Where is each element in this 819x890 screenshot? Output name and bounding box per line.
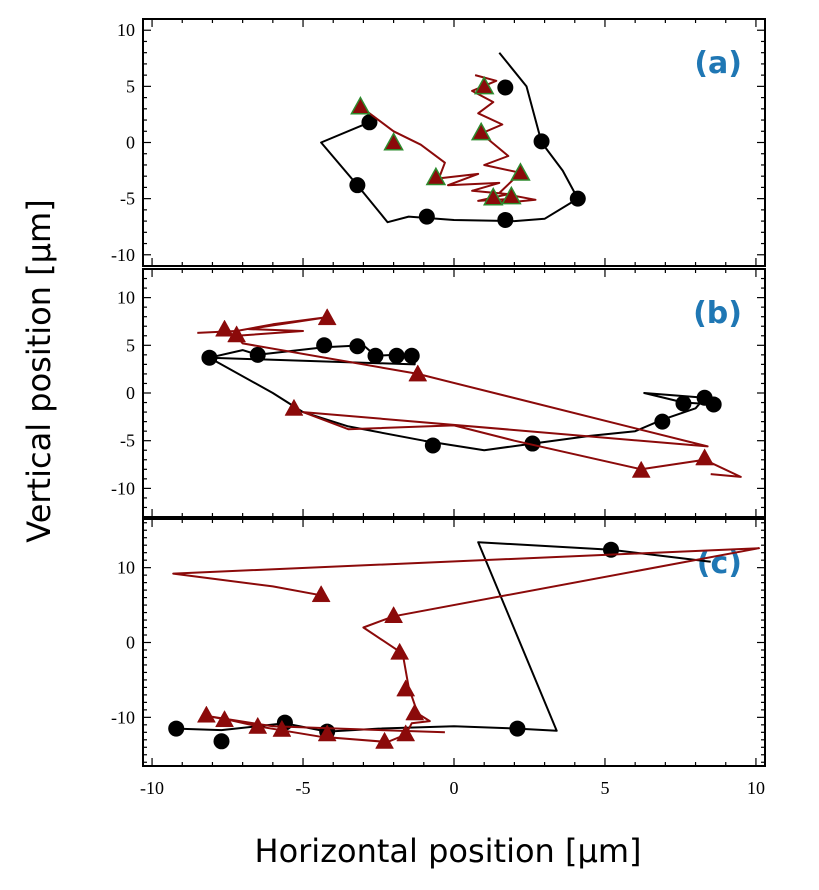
data-point-red xyxy=(473,75,495,95)
panel-label: (b) xyxy=(693,296,742,331)
data-point-red xyxy=(390,642,410,660)
data-point-red xyxy=(284,398,304,416)
data-point-black xyxy=(349,338,366,355)
data-point-black xyxy=(569,190,586,207)
y-tick-label: -10 xyxy=(111,245,135,265)
y-tick-label: -10 xyxy=(111,478,135,498)
data-point-red xyxy=(396,724,416,742)
data-point-red xyxy=(405,703,425,721)
y-tick-label: 5 xyxy=(126,76,135,96)
data-point-red xyxy=(215,319,234,337)
data-point-black xyxy=(388,347,405,364)
x-tick-label: -5 xyxy=(296,778,311,798)
x-tick-label: 0 xyxy=(450,778,459,798)
x-tick-label: 10 xyxy=(747,778,765,798)
y-tick-label: 10 xyxy=(117,20,135,40)
y-tick-label: -5 xyxy=(120,431,135,451)
x-tick-label: 5 xyxy=(600,778,609,798)
data-point-black xyxy=(361,114,378,131)
data-point-black xyxy=(497,79,514,96)
data-point-black xyxy=(316,337,333,354)
data-point-black xyxy=(213,733,230,750)
data-point-black xyxy=(201,349,218,366)
data-point-black xyxy=(675,395,692,412)
series-line-red xyxy=(359,74,537,206)
y-tick-label: -5 xyxy=(120,189,135,209)
x-axis-title: Horizontal position [µm] xyxy=(255,832,642,870)
data-point-red xyxy=(375,731,394,749)
data-point-black xyxy=(424,437,441,454)
data-point-red xyxy=(215,710,234,728)
data-point-red xyxy=(384,606,404,624)
data-point-red xyxy=(350,96,371,115)
data-point-red xyxy=(196,705,216,723)
data-point-red xyxy=(311,585,331,603)
data-point-black xyxy=(654,413,671,430)
data-point-red xyxy=(248,716,268,734)
data-point-black xyxy=(168,720,185,737)
y-tick-label: 0 xyxy=(126,383,135,403)
data-point-red xyxy=(396,679,416,697)
panel-0: 10 5 0 -5 -10 (a) xyxy=(111,18,766,267)
data-point-red xyxy=(383,131,404,151)
panel-1: 10 5 0 -5 -10 (b) xyxy=(111,268,766,518)
y-tick-label: -10 xyxy=(111,707,135,727)
data-point-red xyxy=(510,162,531,181)
data-point-black xyxy=(696,389,713,406)
data-point-black xyxy=(349,177,366,194)
panel-frame xyxy=(142,18,766,267)
data-point-red xyxy=(317,308,337,326)
data-point-black xyxy=(533,133,550,150)
panel-frame xyxy=(142,268,766,518)
data-point-red xyxy=(408,364,428,382)
panel-label: (a) xyxy=(694,46,742,81)
y-tick-label: 0 xyxy=(126,133,135,153)
y-tick-label: 10 xyxy=(117,288,135,308)
data-point-red xyxy=(470,121,492,141)
data-point-black xyxy=(367,347,384,364)
data-point-red xyxy=(631,460,651,478)
data-point-red xyxy=(272,719,292,737)
y-tick-label: 0 xyxy=(126,633,135,653)
data-point-black xyxy=(509,720,526,737)
series-line-red xyxy=(172,547,760,743)
data-point-black xyxy=(418,208,435,225)
x-tick-label: -10 xyxy=(140,778,164,798)
data-point-black xyxy=(403,347,420,364)
data-point-black xyxy=(524,435,541,452)
series-line-red xyxy=(197,315,742,478)
data-point-red xyxy=(482,186,504,206)
data-point-black xyxy=(249,346,266,363)
panel-2: 100-10(c)-10 -5 0 5 10 xyxy=(111,518,766,798)
data-point-red xyxy=(501,185,522,205)
data-point-red xyxy=(317,724,337,742)
y-axis-title: Vertical position [µm] xyxy=(20,199,58,542)
data-point-black xyxy=(497,211,514,228)
data-point-red xyxy=(695,448,715,466)
y-tick-label: 10 xyxy=(117,558,135,578)
series-line-black xyxy=(208,344,714,452)
y-tick-label: 5 xyxy=(126,335,135,355)
data-point-red xyxy=(227,325,247,343)
data-point-red xyxy=(425,166,447,186)
